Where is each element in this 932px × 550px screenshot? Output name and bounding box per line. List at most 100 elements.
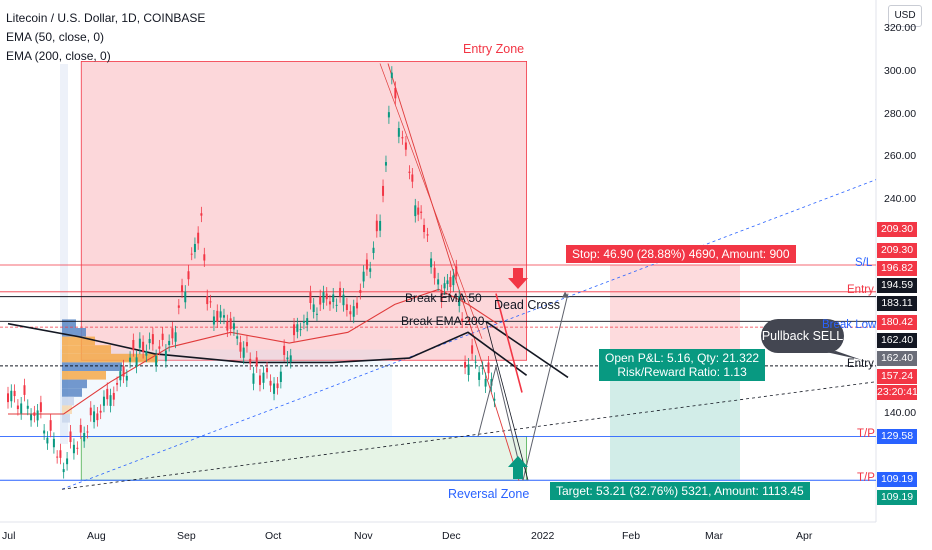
candle-body [122,366,125,377]
pnl-line1: Open P&L: 5.16, Qty: 21.322 [605,351,760,365]
price-tag: 183.11 [877,296,917,311]
currency-button[interactable]: USD [888,5,922,27]
candle-body [200,213,203,216]
candle-body [443,283,446,289]
candle-body [69,431,72,443]
break-ema50-label: Break EMA 50 [405,291,482,305]
candle-body [66,458,69,465]
reversal-zone-label: Reversal Zone [448,487,530,501]
candle-body [375,220,378,232]
candle-body [62,469,65,473]
chart-legend: Litecoin / U.S. Dollar, 1D, COINBASE EMA… [6,9,205,66]
y-tick-label: 320.00 [884,22,917,34]
candle-body [168,340,171,346]
volume-profile-bar [62,362,122,371]
candle-body [487,362,490,374]
entry-zone-label: Entry Zone [463,42,525,56]
price-tag: 157.24 [877,369,917,384]
candle-body [420,211,423,213]
stop-label: Stop: 46.90 (28.88%) 4690, Amount: 900 [566,245,796,263]
candle-body [187,271,190,280]
candle-body [404,142,407,150]
candle-body [72,444,75,454]
candle-body [171,328,174,339]
candle-body [20,403,23,414]
candle-body [16,405,19,410]
candle-body [328,301,331,305]
candle-body [345,304,348,311]
candle-body [426,234,429,236]
black-trendline [61,381,877,490]
symbol-title: Litecoin / U.S. Dollar, 1D, COINBASE [6,11,206,25]
candle-body [369,268,372,272]
candle-body [142,341,145,353]
ema200-legend: EMA (200, close, 0) [6,49,111,63]
sl-line-label: S/L [855,257,873,269]
volume-profile-bar [62,319,76,328]
price-tag: 209.30 [877,243,917,258]
candle-body [289,355,292,363]
y-tick-label: 260.00 [884,150,917,162]
x-tick-label: Apr [796,530,813,542]
candle-body [112,392,115,400]
candle-body [382,185,385,196]
candle-body [79,424,82,433]
volume-profile-bar [62,353,158,363]
candle-body [352,306,355,317]
candle-body [206,296,209,305]
price-tag: 194.59 [877,278,917,293]
candle-body [193,243,196,253]
candle-body [229,318,232,330]
blue-trendline [61,179,877,490]
candle-body [414,205,417,217]
candle-body [43,430,46,434]
entry-red-line-label: Entry [847,284,874,296]
candle-body [461,318,464,322]
candle-body [433,267,436,279]
x-tick-label: Aug [87,530,106,542]
candle-body [52,438,55,448]
dead-cross-line [485,320,569,379]
candle-body [89,407,92,416]
candle-body [56,456,59,458]
candle-body [158,346,161,349]
break-ema200-label: Break EMA 200 [401,314,485,328]
candle-body [255,357,258,367]
candle-body [471,345,474,354]
x-tick-label: Jul [2,530,16,542]
candle-body [309,292,312,303]
candle-body [332,294,335,302]
volume-profile-bar [62,414,70,423]
candle-body [390,72,393,78]
candle-body [349,311,352,315]
ema50-line [8,288,498,415]
candle-body [39,402,42,412]
take-profit-box [610,365,740,481]
candle-body [315,313,318,315]
entry-black-line-label: Entry [847,358,874,370]
candle-body [125,375,128,381]
price-tag: 196.82 [877,261,917,276]
candle-body [372,247,375,254]
candle-body [359,289,362,294]
candle-body [26,405,29,409]
candle-body [59,450,62,458]
volume-profile-bar [62,388,82,397]
x-tick-label: Oct [265,530,282,542]
candle-body [145,350,148,356]
candle-body [129,357,132,362]
candle-body [23,385,26,395]
candle-body [258,375,261,385]
entry-zone-rect [80,61,528,361]
candle-body [423,224,426,233]
y-tick-label: 240.00 [884,193,917,205]
ema50-legend: EMA (50, close, 0) [6,30,105,44]
candle-body [339,287,342,297]
volume-profile-strip [60,64,68,444]
candle-body [209,301,212,303]
candle-body [83,432,86,442]
candle-body [286,357,289,360]
projection-path [477,293,569,481]
candle-body [455,266,458,277]
